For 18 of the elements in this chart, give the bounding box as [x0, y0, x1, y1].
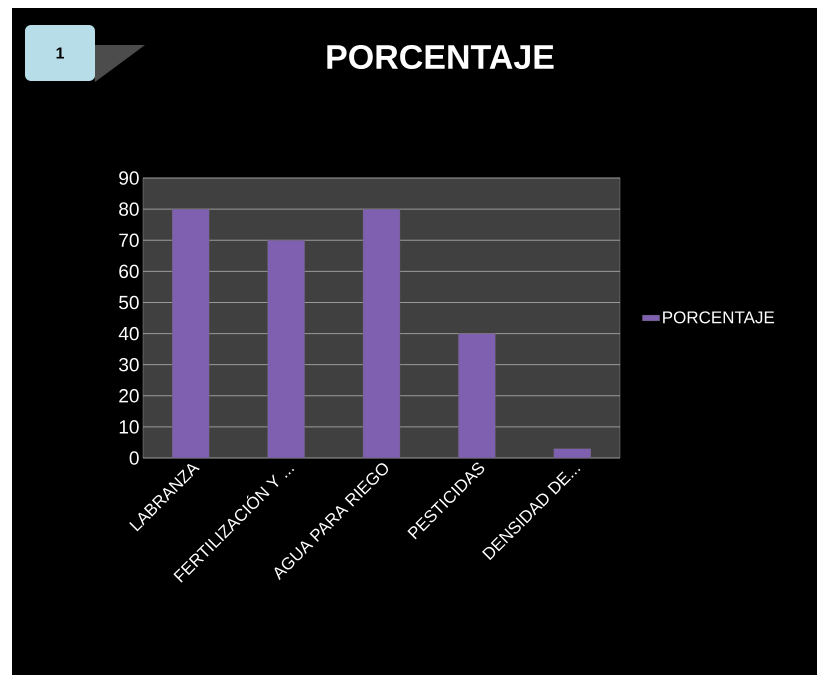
y-tick-label: 0: [130, 451, 139, 465]
y-tick-label: 70: [119, 234, 139, 247]
bar: [267, 240, 305, 458]
legend-label: PORCENTAJE: [663, 311, 774, 324]
y-tick-label: 40: [118, 326, 139, 340]
text: 1: [56, 47, 64, 59]
bar: [362, 208, 400, 458]
bar: [172, 208, 210, 458]
y-tick-label: 10: [120, 420, 139, 434]
bar: [458, 333, 496, 458]
y-tick-label: 80: [119, 202, 139, 216]
y-tick-label: 20: [119, 389, 139, 403]
y-tick-label: 50: [119, 296, 139, 310]
bar: [554, 448, 592, 458]
chart-title: PORCENTAJE: [327, 44, 554, 70]
y-tick-label: 60: [119, 264, 139, 278]
y-tick-label: 90: [119, 171, 139, 185]
y-tick-label: 30: [119, 358, 139, 372]
